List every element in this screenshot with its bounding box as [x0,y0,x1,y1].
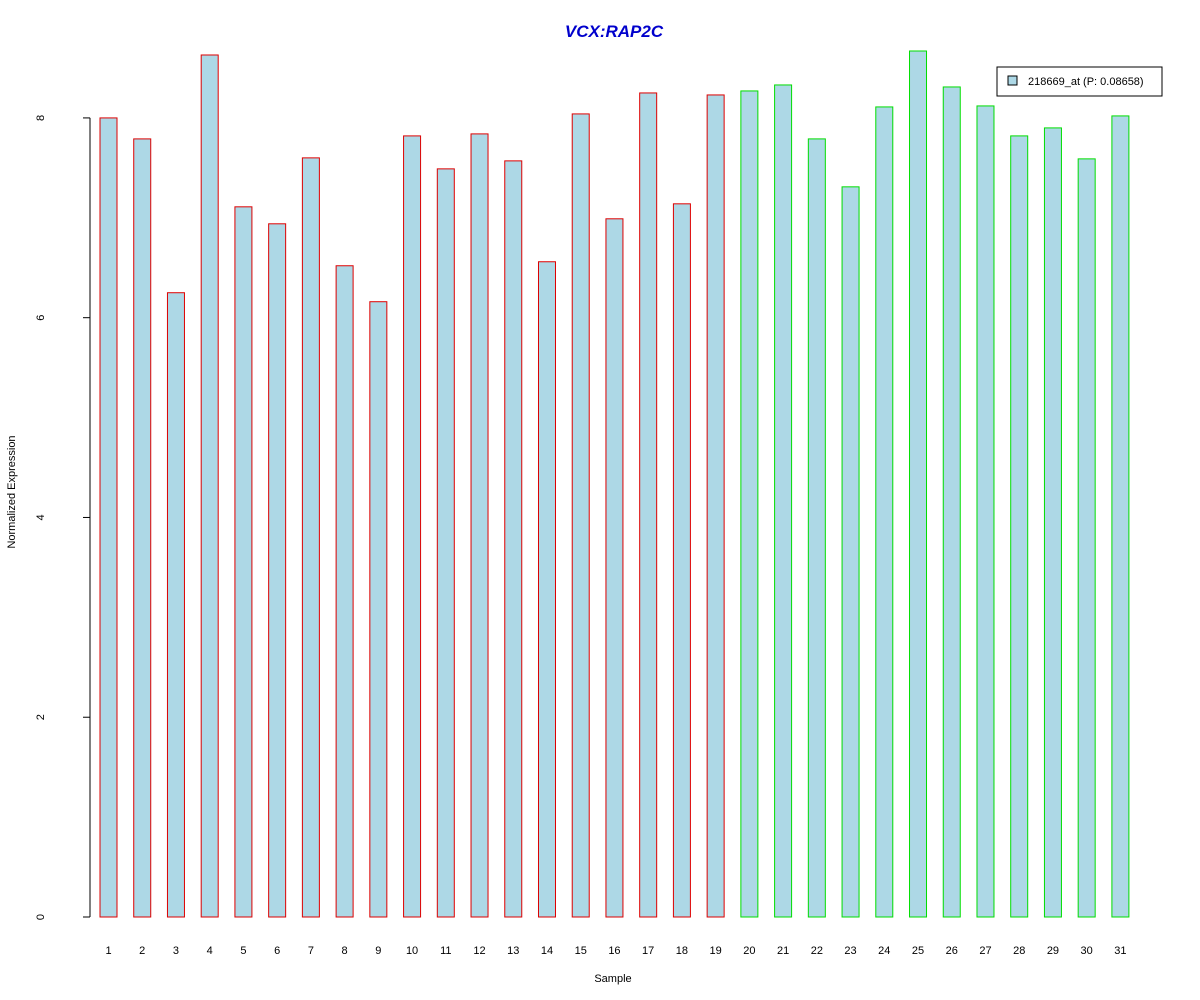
x-tick-label: 1 [105,945,111,957]
bars [99,50,1130,918]
y-tick-label: 0 [35,914,47,920]
x-tick-label: 5 [240,945,246,957]
x-tick-label: 4 [207,945,213,957]
bar-sample-22 [807,138,826,918]
x-tick-label: 24 [878,945,890,957]
x-tick-label: 30 [1081,945,1093,957]
bar-sample-11 [436,168,455,918]
x-tick-label: 29 [1047,945,1059,957]
bar-sample-31 [1111,115,1130,918]
x-tick-label: 14 [541,945,553,957]
x-tick-label: 3 [173,945,179,957]
x-tick-label: 19 [710,945,722,957]
bar-sample-21 [774,84,793,918]
x-tick-label: 17 [642,945,654,957]
bar-sample-8 [335,265,354,918]
chart-title: VCX:RAP2C [565,22,664,41]
legend-swatch [1007,75,1018,86]
x-axis-label: Sample [594,973,631,985]
x-tick-label: 22 [811,945,823,957]
x-tick-label: 26 [946,945,958,957]
y-axis: 0 2 4 6 8 [35,115,91,920]
bar-sample-16 [605,218,624,918]
bar-sample-13 [504,160,523,918]
x-tick-label: 25 [912,945,924,957]
bar-sample-19 [706,94,725,918]
y-ticks: 0 2 4 6 8 [35,115,90,920]
bar-sample-17 [639,92,658,918]
bar-sample-14 [537,261,556,918]
x-tick-label: 31 [1114,945,1126,957]
legend-label: 218669_at (P: 0.08658) [1028,76,1144,88]
bar-sample-26 [942,86,961,918]
bar-sample-28 [1010,135,1029,918]
x-tick-label: 27 [979,945,991,957]
bar-sample-1 [99,117,118,918]
bar-sample-30 [1077,158,1096,918]
bar-sample-5 [234,206,253,918]
bar-sample-29 [1043,127,1062,918]
x-tick-label: 16 [608,945,620,957]
x-tick-label: 10 [406,945,418,957]
bar-sample-15 [571,113,590,918]
bar-sample-12 [470,133,489,918]
x-tick-label: 15 [575,945,587,957]
legend-box [996,66,1163,97]
bar-sample-2 [133,138,152,918]
x-tick-label: 23 [844,945,856,957]
y-tick-label: 4 [35,514,47,520]
x-tick-label: 8 [342,945,348,957]
bar-sample-7 [301,157,320,918]
x-tick-label: 12 [473,945,485,957]
y-tick-label: 2 [35,714,47,720]
x-tick-label: 11 [440,945,451,957]
x-tick-label: 18 [676,945,688,957]
x-tick-label: 9 [375,945,381,957]
y-tick-label: 6 [35,315,47,321]
x-tick-labels: 1 2 3 4 5 6 7 8 9 10 11 12 13 14 15 16 17 18 19 20 21 22 23 24 2… [105,945,1126,957]
y-axis-label: Normalized Expression [6,435,18,548]
bar-sample-20 [740,90,759,918]
x-tick-label: 28 [1013,945,1025,957]
bar-sample-25 [909,50,928,918]
x-tick-label: 2 [139,945,145,957]
bar-sample-23 [841,186,860,918]
x-tick-label: 6 [274,945,280,957]
x-tick-label: 20 [743,945,755,957]
bar-sample-9 [369,301,388,918]
bar-sample-18 [672,203,691,918]
bar-sample-10 [403,135,422,918]
bar-sample-3 [166,292,185,918]
bar-sample-6 [268,223,287,918]
x-tick-label: 13 [507,945,519,957]
x-tick-label: 7 [308,945,314,957]
bar-sample-27 [976,105,995,918]
y-tick-label: 8 [35,115,47,121]
legend: 218669_at (P: 0.08658) [996,66,1163,97]
bar-sample-24 [875,106,894,918]
bar-sample-4 [200,54,219,918]
x-tick-label: 21 [777,945,789,957]
